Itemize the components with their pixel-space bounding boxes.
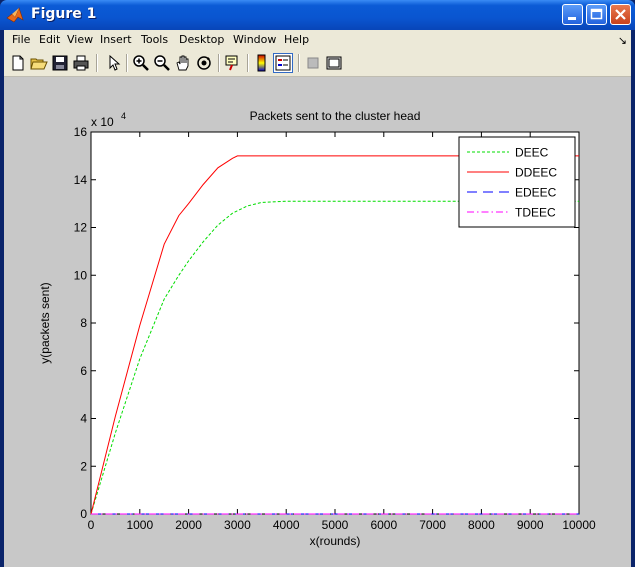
y-tick-label: 8 [80,316,87,330]
figure-canvas: 0 1000 2000 3000 4000 5000 6000 7000 8000 9000 100… [4,77,631,567]
figure-toolbar [4,50,631,77]
y-tick-label: 6 [80,364,87,378]
y-tick-label: 16 [74,125,88,139]
toolbar-separator [218,54,220,72]
x-tick-label: 6000 [370,518,397,532]
x-tick-label: 3000 [224,518,251,532]
x-tick-label: 4000 [273,518,300,532]
figure-frame: File Edit View Insert Tools Desktop Wind… [4,30,631,567]
x-tick-label: 9000 [517,518,544,532]
data-cursor-icon[interactable] [224,54,242,72]
y-axis-label: y(packets sent) [38,282,52,363]
zoom-out-icon[interactable] [153,54,171,72]
x-tick-label: 5000 [322,518,349,532]
menu-file[interactable]: File [12,33,31,46]
toolbar-separator [126,54,128,72]
pointer-icon[interactable] [104,54,122,72]
y-tick-label: 4 [80,412,87,426]
y-tick-label: 12 [74,221,88,235]
x-tick-label: 1000 [126,518,153,532]
toolbar-separator [247,54,249,72]
rotate-3d-icon[interactable] [195,54,213,72]
menu-insert[interactable]: Insert [100,33,132,46]
legend-icon[interactable] [273,53,293,73]
y-tick-label: 14 [74,173,88,187]
y-exponent-label: x 10 [91,115,114,129]
x-tick-label: 7000 [419,518,446,532]
series-line-deec[interactable] [90,200,579,515]
legend-label-edeec: EDEEC [515,186,557,200]
minimize-icon [568,17,576,20]
legend-label-ddeec: DDEEC [515,166,557,180]
x-axis-label: x(rounds) [310,534,361,548]
colorbar-icon[interactable] [253,54,271,72]
save-icon[interactable] [51,54,69,72]
toolbar-separator [298,54,300,72]
y-tick-label: 2 [80,459,87,473]
toolbar-separator [96,54,98,72]
menu-tools[interactable]: Tools [141,33,169,46]
chart-title: Packets sent to the cluster head [250,109,421,123]
menu-edit[interactable]: Edit [39,33,61,46]
title-bar[interactable]: Figure 1 [0,0,635,30]
x-tick-label: 0 [88,518,95,532]
menu-bar: File Edit View Insert Tools Desktop Wind… [4,30,631,50]
series-line-ddeec[interactable] [90,155,579,515]
close-icon [615,9,626,20]
print-icon[interactable] [72,54,90,72]
x-tick-label: 8000 [468,518,495,532]
menu-help[interactable]: Help [284,33,310,46]
menu-desktop[interactable]: Desktop [179,33,225,46]
show-plot-tools-icon[interactable] [325,54,343,72]
y-tick-label: 0 [80,507,87,521]
legend-label-tdeec: TDEEC [515,206,556,220]
zoom-in-icon[interactable] [132,54,150,72]
minimize-button[interactable] [562,4,583,25]
line-chart[interactable]: 0 1000 2000 3000 4000 5000 6000 7000 8000 9000 100… [4,77,631,567]
menu-view[interactable]: View [67,33,94,46]
x-tick-label: 10000 [562,518,596,532]
new-figure-icon[interactable] [9,54,27,72]
x-tick-label: 2000 [175,518,202,532]
matlab-logo-icon [6,7,24,23]
y-exponent-power: 4 [121,111,126,121]
menu-window[interactable]: Window [233,33,277,46]
pan-icon[interactable] [174,54,192,72]
close-button[interactable] [610,4,631,25]
hide-plot-tools-icon[interactable] [304,54,322,72]
window-title: Figure 1 [31,6,97,22]
dock-figure-arrow[interactable]: ↘ [617,34,627,47]
maximize-button[interactable] [586,4,607,25]
y-tick-label: 10 [74,268,88,282]
open-file-icon[interactable] [30,54,48,72]
maximize-icon [590,8,603,20]
legend-label-deec: DEEC [515,146,549,160]
